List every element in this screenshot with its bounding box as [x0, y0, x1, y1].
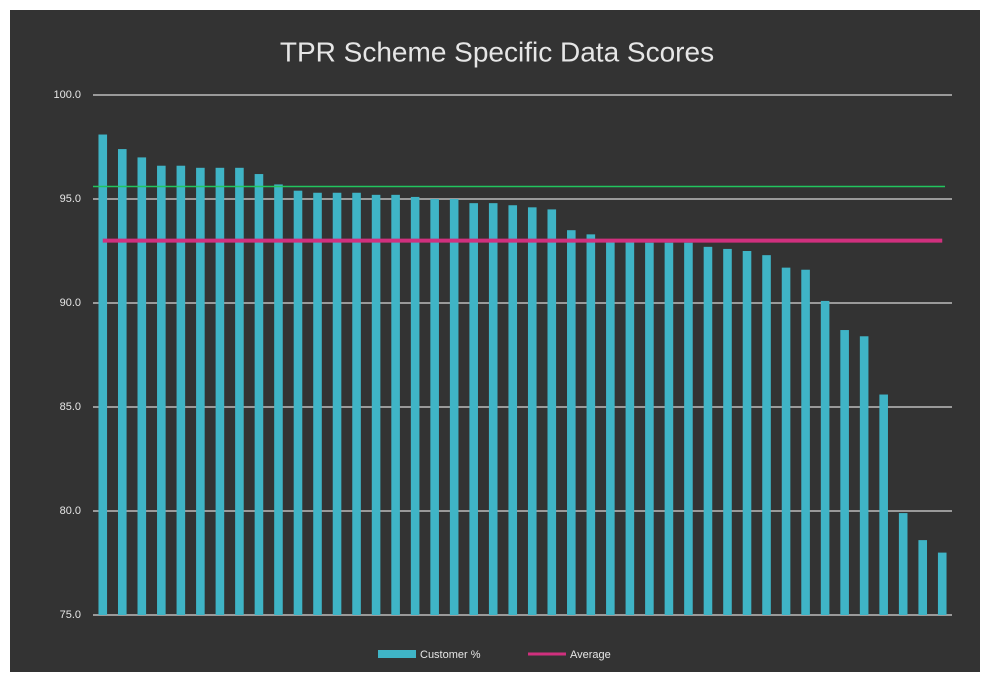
y-tick-label: 85.0 — [60, 401, 81, 413]
bar — [879, 394, 888, 615]
bar — [410, 196, 420, 616]
y-tick-label: 100.0 — [53, 89, 81, 101]
bar — [840, 330, 849, 615]
bar — [157, 165, 166, 615]
bar — [762, 255, 771, 615]
chart-title: TPR Scheme Specific Data Scores — [280, 36, 714, 67]
bar — [254, 174, 264, 616]
bar — [117, 149, 127, 615]
bar — [449, 199, 459, 615]
y-tick-label: 80.0 — [60, 505, 81, 517]
bar — [352, 192, 361, 615]
bar — [371, 194, 381, 615]
bar — [137, 157, 147, 615]
bar — [625, 240, 635, 615]
bar — [293, 190, 303, 615]
bar — [215, 167, 225, 616]
legend-label: Customer % — [420, 649, 481, 661]
y-tick-label: 95.0 — [60, 193, 81, 205]
bar — [196, 167, 205, 616]
bar — [801, 269, 810, 615]
bar — [274, 184, 283, 615]
y-tick-label: 75.0 — [60, 609, 81, 621]
bar — [567, 230, 576, 615]
bar — [430, 199, 439, 615]
legend-swatch — [378, 650, 416, 658]
bar — [313, 192, 322, 615]
bar — [547, 209, 557, 615]
bar — [703, 246, 713, 615]
bar — [937, 552, 947, 615]
bar — [742, 251, 752, 615]
bar — [820, 300, 830, 615]
y-tick-label: 90.0 — [60, 297, 81, 309]
bar — [332, 192, 342, 615]
bar — [586, 234, 596, 616]
bar — [645, 242, 654, 615]
bar — [723, 248, 732, 616]
bar — [508, 205, 518, 616]
bar — [235, 167, 244, 616]
bar — [606, 240, 615, 615]
legend-label: Average — [570, 649, 611, 661]
bar — [684, 242, 693, 615]
bar — [488, 203, 498, 615]
bar — [918, 540, 928, 615]
bar — [898, 513, 908, 615]
bar — [176, 165, 186, 615]
bar — [98, 134, 108, 615]
bar — [781, 267, 791, 615]
bar — [664, 242, 674, 615]
bar — [391, 194, 400, 615]
bar — [527, 207, 537, 615]
bar — [469, 203, 478, 615]
bar — [859, 336, 869, 615]
